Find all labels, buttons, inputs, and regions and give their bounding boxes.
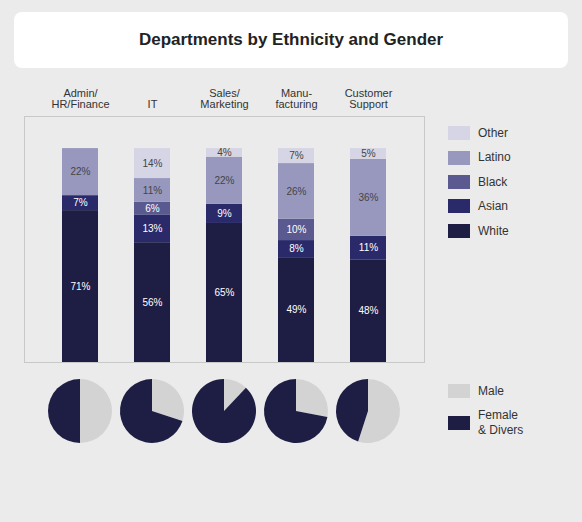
html-text:Male: Male	[478, 384, 504, 398]
svg-text:Manu-facturing: Manu-facturing	[275, 87, 317, 110]
svg-text:11%: 11%	[359, 242, 378, 253]
svg-text:48%: 48%	[358, 305, 378, 316]
svg-text:13%: 13%	[142, 223, 162, 234]
svg-text:26%: 26%	[286, 186, 306, 197]
svg-text:71%: 71%	[70, 281, 90, 292]
svg-text:5%: 5%	[361, 148, 376, 159]
html-text:Other: Other	[478, 126, 508, 140]
html-text:Black: Black	[478, 174, 508, 189]
svg-text:22%: 22%	[214, 175, 234, 186]
svg-text:49%: 49%	[286, 304, 306, 315]
html-text:Female & Divers: Female & Divers	[478, 408, 524, 437]
svg-text:7%: 7%	[289, 150, 304, 161]
html-text:Asian: Asian	[478, 199, 508, 214]
svg-text:Admin/HR/Finance: Admin/HR/Finance	[51, 87, 109, 110]
svg-text:9%: 9%	[217, 208, 232, 219]
svg-text:56%: 56%	[142, 297, 162, 308]
svg-text:10%: 10%	[286, 224, 306, 235]
svg-text:Sales/Marketing: Sales/Marketing	[200, 87, 248, 110]
svg-text:8%: 8%	[289, 243, 304, 254]
svg-text:14%: 14%	[142, 158, 162, 169]
svg-text:4%: 4%	[217, 147, 232, 158]
html-text:Latino: Latino	[478, 150, 511, 165]
html-text:Departments by Ethnicity and G: Departments by Ethnicity and Gender	[138, 30, 444, 49]
svg-text:65%: 65%	[214, 287, 234, 298]
html-text:White: White	[478, 223, 509, 238]
svg-text:7%: 7%	[73, 197, 88, 208]
svg-text:22%: 22%	[70, 166, 90, 177]
svg-text:36%: 36%	[358, 192, 378, 203]
svg-text:11%: 11%	[143, 185, 162, 196]
svg-text:IT: IT	[148, 98, 158, 110]
svg-text:CustomerSupport: CustomerSupport	[345, 87, 393, 110]
svg-text:6%: 6%	[145, 203, 160, 214]
